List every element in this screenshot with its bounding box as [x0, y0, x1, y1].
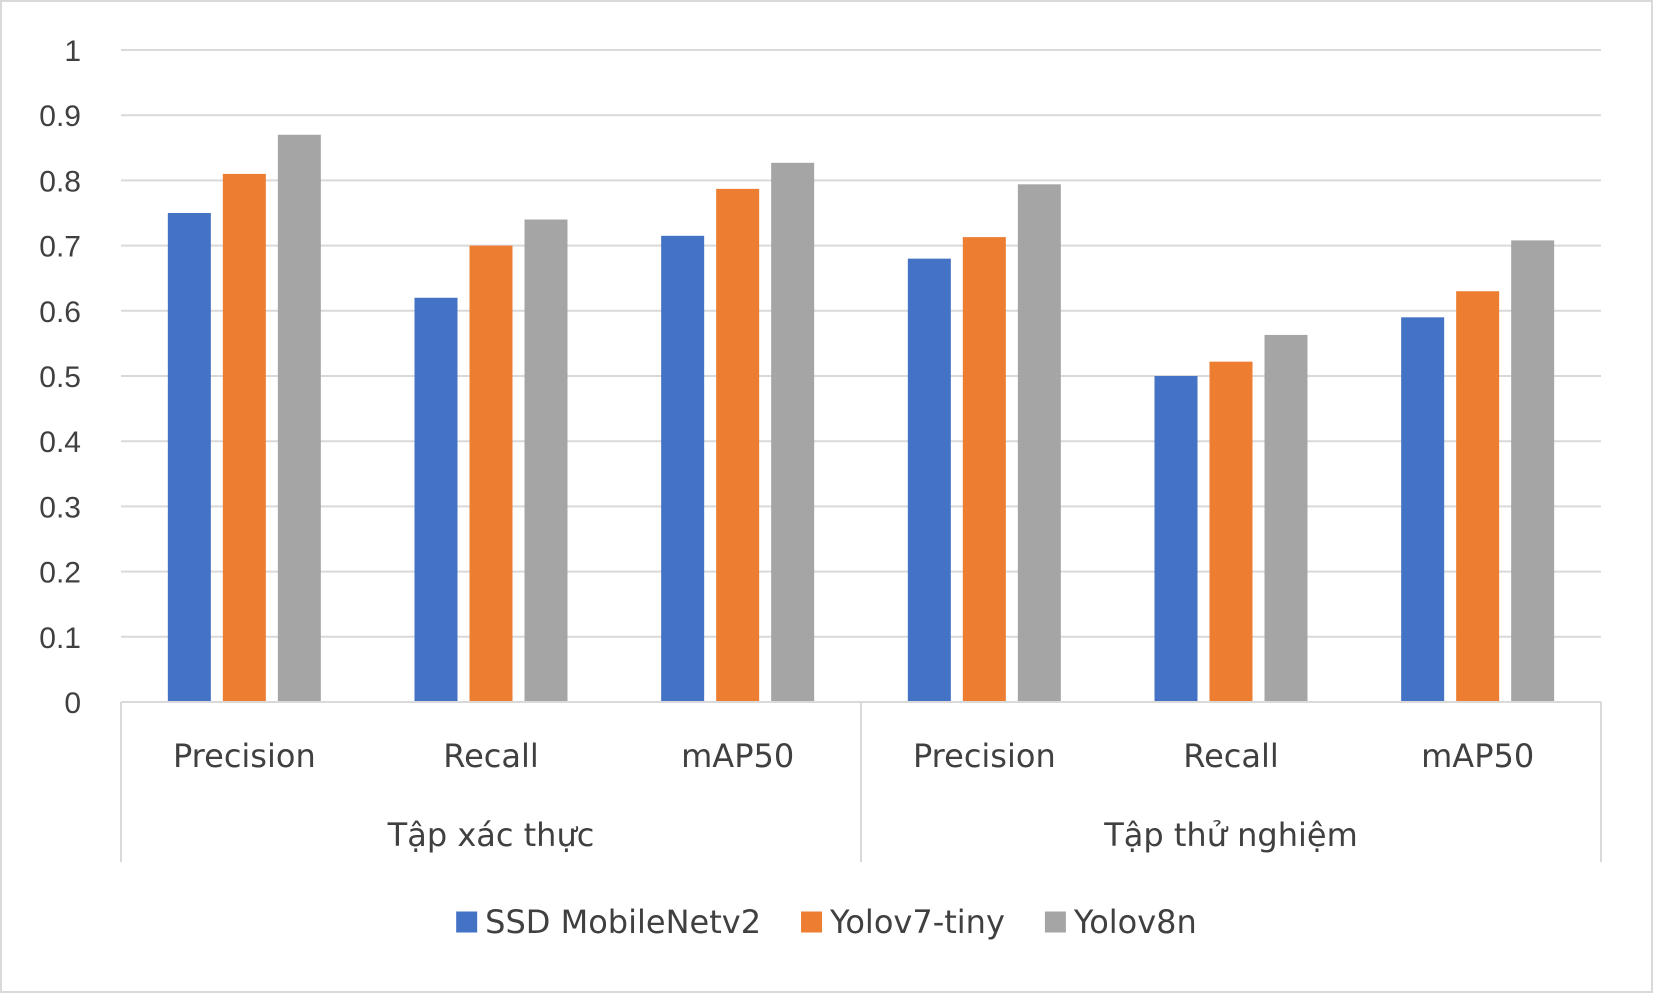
- y-tick-label: 0.4: [39, 426, 81, 459]
- legend-swatch: [801, 911, 823, 933]
- bar: [1401, 317, 1445, 702]
- bar: [1017, 184, 1061, 702]
- bar: [277, 134, 321, 702]
- x-tick-label: Recall: [443, 737, 538, 775]
- y-tick-label: 0.7: [39, 231, 81, 264]
- gridlines: [121, 49, 1601, 638]
- y-tick-label: 0.3: [39, 491, 81, 524]
- legend-label: SSD MobileNetv2: [485, 903, 761, 941]
- x-tick-label: Precision: [913, 737, 1056, 775]
- bar: [414, 297, 458, 702]
- y-tick-label: 0.6: [39, 296, 81, 329]
- bar: [907, 258, 951, 702]
- bar: [1511, 240, 1555, 702]
- y-tick-label: 0.9: [39, 100, 81, 133]
- legend: SSD MobileNetv2 Yolov7-tiny Yolov8n: [456, 903, 1197, 941]
- bars: [167, 134, 1555, 703]
- y-tick-label: 0.1: [39, 622, 81, 655]
- bar: [716, 188, 760, 703]
- x-axis: [120, 701, 1602, 862]
- bar: [167, 213, 211, 702]
- x-tick-label: Precision: [173, 737, 316, 775]
- bar: [962, 237, 1006, 702]
- legend-label: Yolov7-tiny: [829, 903, 1005, 941]
- legend-swatch: [456, 911, 478, 933]
- y-tick-label: 0.2: [39, 557, 81, 590]
- legend-label: Yolov8n: [1073, 903, 1197, 941]
- x-tick-label: Recall: [1183, 737, 1278, 775]
- y-tick-label: 1: [64, 35, 81, 68]
- y-tick-label: 0.8: [39, 165, 81, 198]
- bar: [524, 219, 568, 702]
- bar: [1264, 334, 1308, 702]
- bar: [469, 245, 513, 702]
- x-group-label: Tập thử nghiệm: [1103, 816, 1358, 854]
- bar: [1209, 361, 1253, 702]
- legend-swatch: [1044, 911, 1066, 933]
- y-tick-label: 0: [64, 687, 81, 720]
- y-axis-tick-labels: 0 0.1 0.2 0.3 0.4 0.5 0.6 0.7 0.8 0.9 1: [39, 35, 81, 720]
- x-group-label: Tập xác thực: [387, 816, 595, 854]
- bar: [222, 173, 266, 702]
- bar: [661, 235, 705, 702]
- bar: [1456, 291, 1500, 702]
- x-tick-label: mAP50: [681, 737, 794, 775]
- bar: [1154, 376, 1198, 702]
- y-tick-label: 0.5: [39, 361, 81, 394]
- x-tick-label: mAP50: [1421, 737, 1534, 775]
- bar: [771, 162, 815, 702]
- x-axis-category-labels: Precision Recall mAP50 Precision Recall mAP50…: [173, 737, 1534, 854]
